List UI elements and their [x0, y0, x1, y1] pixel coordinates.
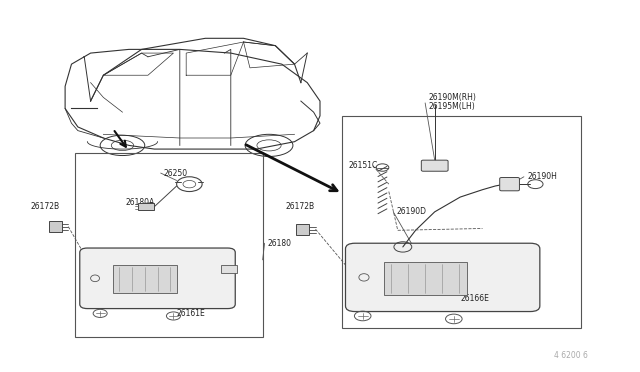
Text: 26190D: 26190D [396, 207, 426, 217]
FancyBboxPatch shape [346, 243, 540, 311]
Text: 26172B: 26172B [30, 202, 60, 211]
Text: 4 6200 6: 4 6200 6 [554, 351, 588, 360]
Text: 26161E: 26161E [177, 309, 205, 318]
Bar [138, 203, 154, 210]
FancyBboxPatch shape [421, 160, 448, 171]
Bar [113, 265, 177, 293]
Text: 26190M(RH): 26190M(RH) [428, 93, 476, 102]
FancyBboxPatch shape [80, 248, 236, 309]
Text: 26166E: 26166E [460, 294, 489, 303]
Text: 26151C: 26151C [349, 161, 378, 170]
Bar [221, 265, 237, 273]
Text: 26190H: 26190H [527, 172, 557, 181]
Bar [75, 153, 262, 337]
Bar [296, 224, 309, 235]
Text: 26180: 26180 [268, 239, 292, 248]
Text: 26180A: 26180A [125, 198, 155, 207]
Bar [384, 262, 467, 295]
Text: 26172B: 26172B [285, 202, 314, 211]
Text: 26250: 26250 [164, 169, 188, 177]
FancyBboxPatch shape [500, 177, 520, 191]
Text: 26195M(LH): 26195M(LH) [428, 102, 475, 111]
Bar [342, 116, 581, 328]
Bar [49, 221, 62, 232]
